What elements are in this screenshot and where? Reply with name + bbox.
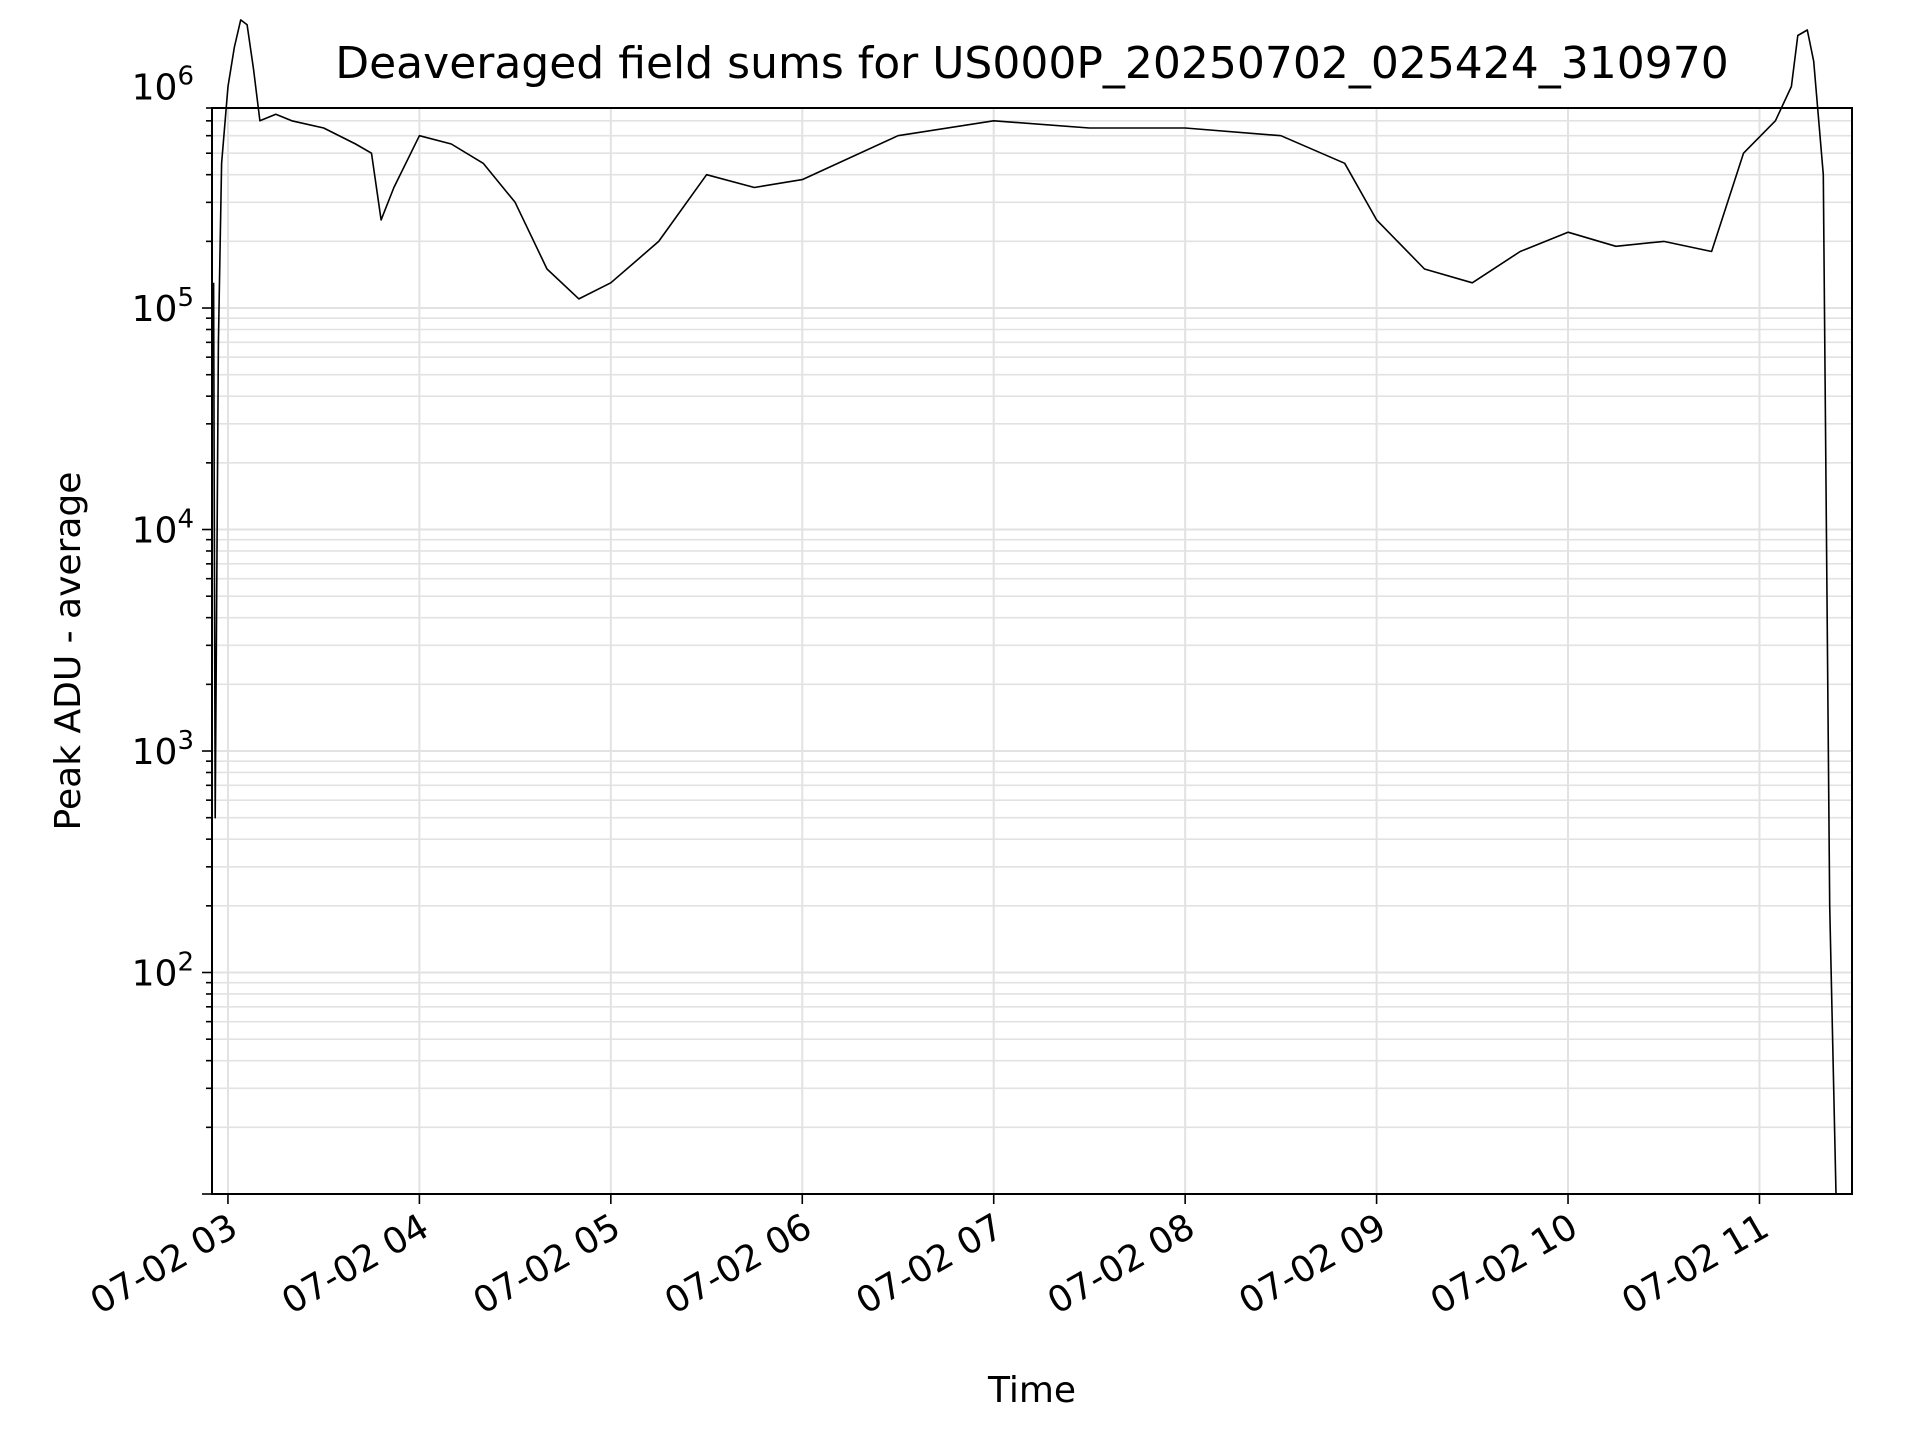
y-tick-label: 103 [132, 726, 194, 773]
y-tick-label: 106 [132, 62, 194, 109]
y-axis: 102 103 104 105 106 [132, 62, 212, 1195]
series-layer [212, 19, 1837, 1195]
y-axis-label: Peak ADU - average [48, 472, 89, 831]
y-tick-label: 102 [132, 948, 194, 995]
chart-title: Deaveraged field sums for US000P_2025070… [335, 38, 1729, 89]
x-axis-label: Time [987, 1370, 1076, 1411]
series-line [212, 19, 1837, 1195]
y-tick-label: 105 [132, 283, 194, 330]
y-tick-label: 104 [132, 505, 194, 552]
plot-frame [211, 107, 1853, 1195]
